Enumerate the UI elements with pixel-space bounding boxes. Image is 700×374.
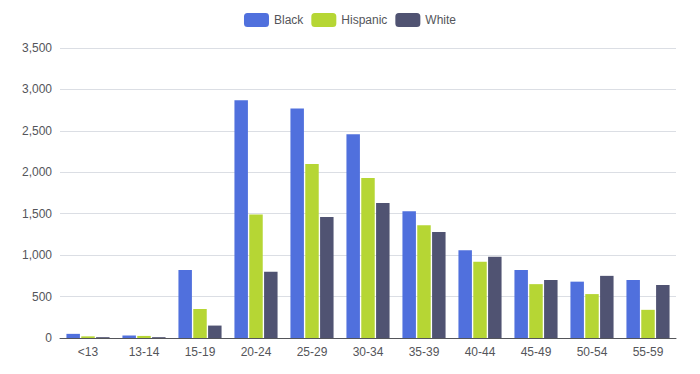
svg-text:15-19: 15-19	[185, 345, 216, 359]
svg-text:1,500: 1,500	[22, 207, 52, 221]
svg-text:30-34: 30-34	[353, 345, 384, 359]
svg-text:White: White	[425, 13, 456, 27]
svg-text:Black: Black	[274, 13, 304, 27]
svg-text:20-24: 20-24	[241, 345, 272, 359]
svg-text:2,000: 2,000	[22, 165, 52, 179]
svg-text:<13: <13	[78, 345, 99, 359]
svg-text:500: 500	[32, 290, 52, 304]
svg-text:35-39: 35-39	[409, 345, 440, 359]
svg-text:3,000: 3,000	[22, 82, 52, 96]
svg-text:0: 0	[45, 331, 52, 345]
svg-text:3,500: 3,500	[22, 41, 52, 55]
svg-text:25-29: 25-29	[297, 345, 328, 359]
svg-text:55-59: 55-59	[633, 345, 664, 359]
svg-text:45-49: 45-49	[521, 345, 552, 359]
svg-text:1,000: 1,000	[22, 248, 52, 262]
svg-text:Hispanic: Hispanic	[341, 13, 387, 27]
svg-text:40-44: 40-44	[465, 345, 496, 359]
svg-text:2,500: 2,500	[22, 124, 52, 138]
svg-text:50-54: 50-54	[577, 345, 608, 359]
svg-text:13-14: 13-14	[129, 345, 160, 359]
